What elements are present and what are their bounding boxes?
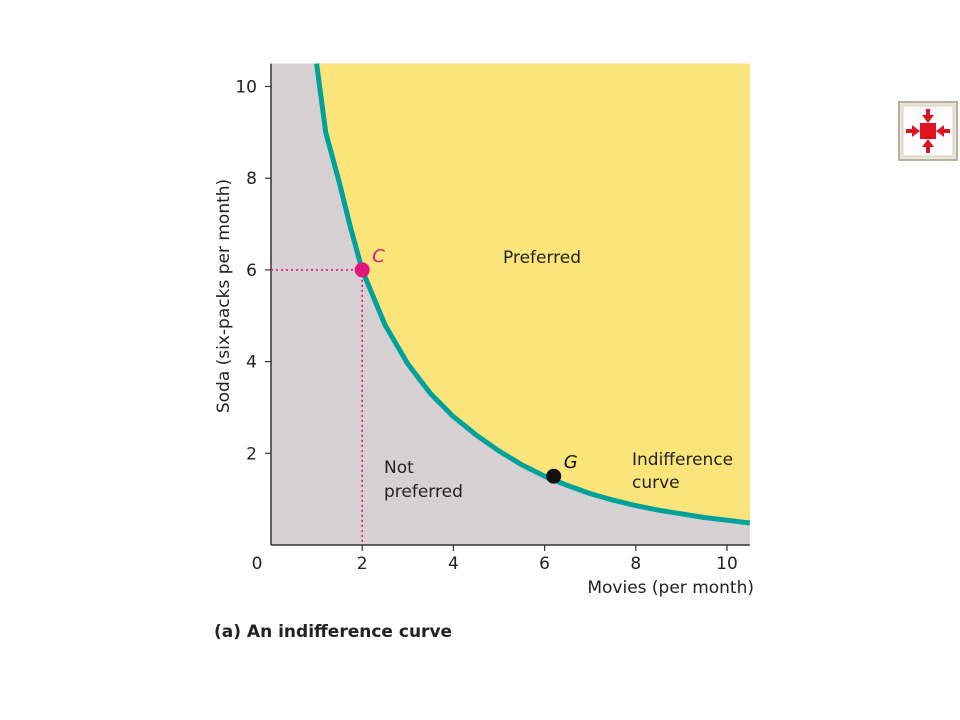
x-axis-title: Movies (per month) (587, 578, 754, 598)
point-c (354, 262, 370, 278)
collapse-arrows-icon (902, 105, 954, 157)
indifference-curve (314, 63, 751, 526)
y-axis-title: Soda (six-packs per month) (214, 179, 234, 413)
y-tick-label: 8 (246, 169, 257, 189)
x-tick-label: 4 (448, 554, 459, 574)
not-preferred-label-line-2: preferred (384, 482, 463, 502)
y-tick-label: 4 (246, 353, 257, 373)
point-g (546, 468, 562, 484)
collapse-nav-button[interactable] (898, 101, 958, 161)
not-preferred-label-line-1: Not (384, 458, 414, 478)
preferred-region (316, 63, 750, 523)
plot-area: 0 2 4 6 8 10 2 4 6 8 10 C G (235, 63, 751, 574)
y-tick-label: 10 (235, 78, 257, 98)
preferred-region-label: Preferred (503, 248, 581, 268)
point-g-label: G (564, 452, 578, 473)
y-tick-label: 2 (246, 444, 257, 464)
x-tick-label: 0 (252, 554, 263, 574)
chart-labels: (a) An indifference curve Movies (per mo… (214, 179, 754, 642)
y-tick-label: 6 (246, 261, 257, 281)
x-tick-label: 2 (357, 554, 368, 574)
x-tick-label: 10 (716, 554, 738, 574)
point-c-label: C (372, 246, 385, 267)
chart-caption: (a) An indifference curve (214, 622, 452, 642)
x-tick-label: 6 (539, 554, 550, 574)
indifference-curve-label-line-2: curve (632, 473, 680, 493)
indifference-curve-label-line-1: Indifference (632, 450, 733, 470)
x-tick-label: 8 (630, 554, 641, 574)
